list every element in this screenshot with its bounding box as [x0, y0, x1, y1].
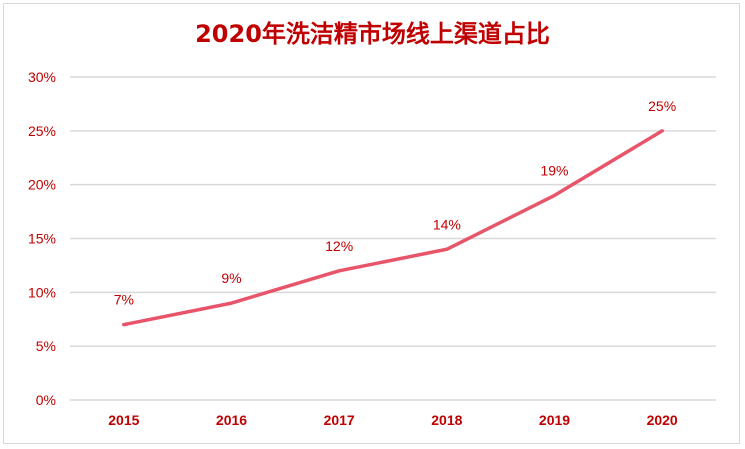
y-tick-label: 5% [36, 338, 56, 354]
data-label: 14% [433, 216, 461, 232]
gridlines [70, 76, 716, 401]
series-group [122, 129, 664, 327]
x-tick-label: 2020 [647, 412, 678, 428]
data-label: 12% [325, 238, 353, 254]
y-axis: 0% 5% 10% 15% 20% 25% 30% [28, 69, 56, 408]
x-tick-label: 2018 [431, 412, 462, 428]
y-tick-label: 30% [28, 69, 56, 85]
y-tick-label: 25% [28, 123, 56, 139]
series-line [122, 129, 664, 327]
x-tick-label: 2019 [539, 412, 570, 428]
y-tick-label: 0% [36, 392, 56, 408]
x-axis: 2015 2016 2017 2018 2019 2020 [108, 412, 678, 428]
y-tick-label: 20% [28, 177, 56, 193]
data-labels: 7% 9% 12% 14% 19% 25% [114, 98, 676, 308]
data-label: 7% [114, 292, 134, 308]
data-label: 25% [648, 98, 676, 114]
x-tick-label: 2016 [216, 412, 247, 428]
y-tick-label: 10% [28, 284, 56, 300]
data-label: 19% [540, 162, 568, 178]
y-tick-label: 15% [28, 231, 56, 247]
x-tick-label: 2017 [324, 412, 355, 428]
x-tick-label: 2015 [108, 412, 139, 428]
chart-title: 2020年洗洁精市场线上渠道占比 [195, 20, 550, 48]
data-label: 9% [221, 270, 241, 286]
